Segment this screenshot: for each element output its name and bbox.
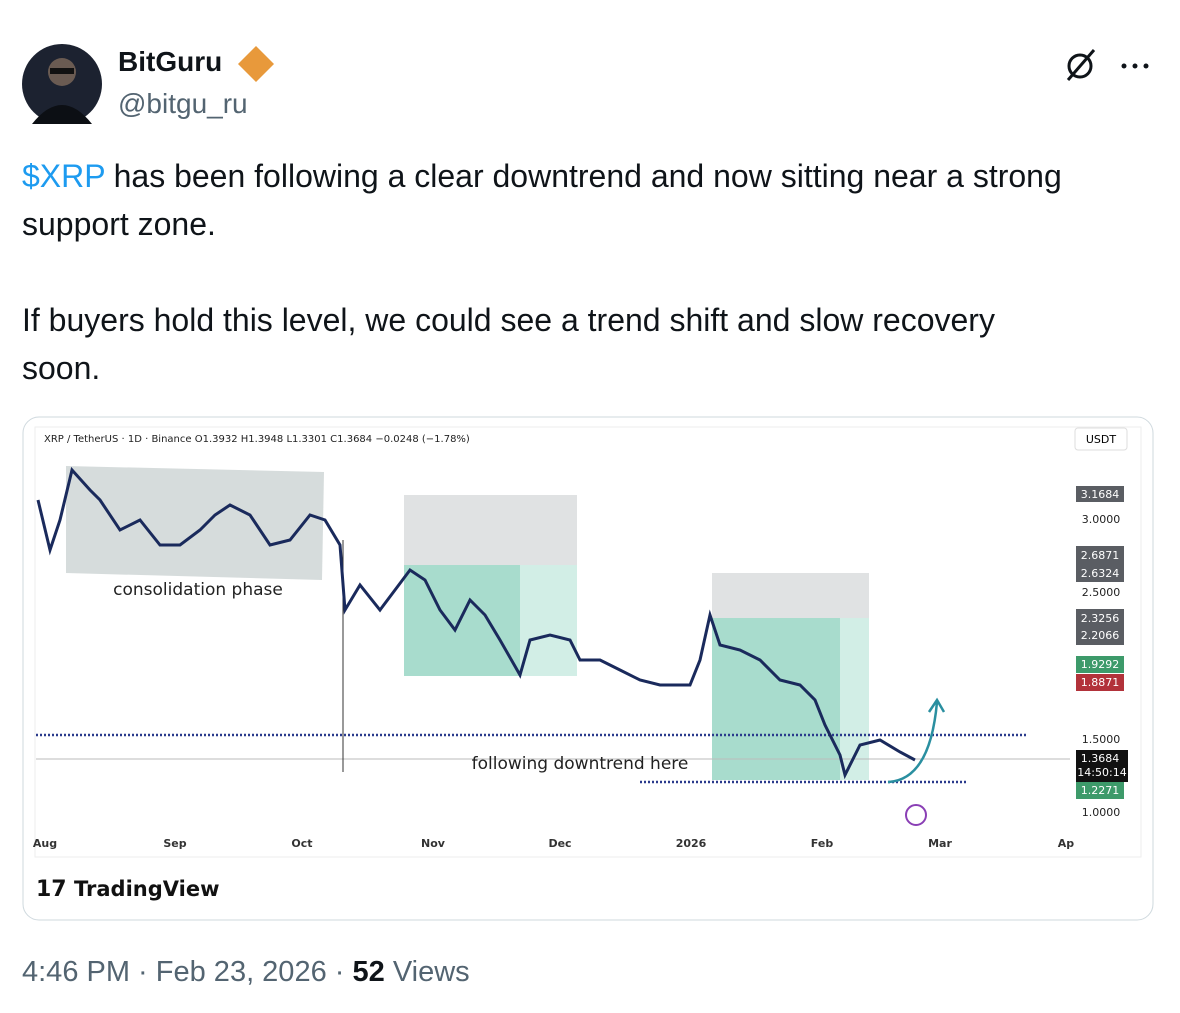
alert-icon	[905, 804, 927, 826]
price-label: 2.6324	[1081, 567, 1120, 580]
price-label: 3.0000	[1082, 513, 1121, 526]
countdown: 14:50:14	[1077, 766, 1126, 779]
zone-teal	[712, 618, 840, 780]
price-tag	[1076, 782, 1124, 799]
price-tag	[1076, 656, 1124, 673]
month-label: Dec	[548, 837, 571, 850]
cashtag[interactable]: $XRP	[22, 158, 106, 194]
price-label: 1.0000	[1082, 806, 1121, 819]
more-button[interactable]	[1121, 63, 1149, 69]
currency: USDT	[1086, 433, 1117, 446]
annotation: following downtrend here	[472, 754, 689, 774]
post-paragraph: $XRP has been following a clear downtrend…	[22, 152, 1082, 248]
price-label: 1.8871	[1081, 676, 1120, 689]
price-path	[36, 466, 916, 780]
month-label: Ap	[1058, 837, 1075, 850]
post-date[interactable]: Feb 23, 2026	[155, 956, 327, 988]
time-axis: Aug Sep Oct Nov Dec 2026 Feb Mar Ap	[33, 837, 1074, 850]
price-label: 2.2066	[1081, 629, 1120, 642]
author-handle[interactable]: @bitgu_ru	[118, 88, 248, 119]
price-tag	[1076, 609, 1124, 645]
month-label: Oct	[291, 837, 312, 850]
consolidation-box	[66, 466, 324, 580]
price-label: 3.1684	[1081, 488, 1120, 501]
month-label: Feb	[811, 837, 834, 850]
month-label: Mar	[928, 837, 952, 850]
price-label: 1.9292	[1081, 658, 1120, 671]
price-label: 1.3684	[1081, 752, 1120, 765]
price-tag	[1076, 750, 1128, 782]
price-label: 1.5000	[1082, 733, 1121, 746]
arrow	[887, 701, 939, 784]
brand-logo: 17	[36, 877, 67, 902]
post-meta: 4:46 PM · Feb 23, 2026 · 52 Views	[22, 956, 470, 988]
price-tag	[1076, 546, 1124, 582]
currency-box	[1074, 427, 1128, 451]
month-label: Nov	[421, 837, 446, 850]
post-text: If buyers hold this level, we could see …	[22, 302, 995, 386]
zone-gray	[712, 573, 869, 618]
price-tag	[1076, 674, 1124, 691]
price-label: 1.2271	[1081, 784, 1120, 797]
views-label: Views	[392, 956, 470, 988]
zone-gray	[404, 495, 577, 565]
chart-header: XRP / TetherUS · 1D · Binance O1.3932 H1…	[44, 434, 470, 445]
price-label: 2.5000	[1082, 586, 1121, 599]
zone-teal-light	[520, 565, 577, 676]
annotation: consolidation phase	[113, 580, 283, 600]
price-tag	[1076, 486, 1124, 502]
avatar-jacket	[32, 105, 92, 124]
month-label: 2026	[676, 837, 707, 850]
post-time[interactable]: 4:46 PM	[22, 956, 130, 988]
view-count: 52	[352, 956, 385, 988]
month-label: Sep	[163, 837, 186, 850]
price-label: 2.3256	[1081, 612, 1120, 625]
month-label: Aug	[33, 837, 57, 850]
post-paragraph: If buyers hold this level, we could see …	[22, 296, 1082, 392]
grok-icon[interactable]	[1066, 49, 1096, 81]
price-scale: 3.1684 3.0000 2.6871 2.6324 2.5000 2.325…	[1076, 486, 1128, 819]
price-label: 2.6871	[1081, 549, 1120, 562]
brand: TradingView	[74, 877, 219, 901]
zone-teal	[404, 565, 520, 676]
avatar-glasses	[50, 68, 74, 74]
verified-badge	[238, 46, 274, 82]
post-text: has been following a clear downtrend and…	[22, 158, 1062, 242]
arrow-head	[927, 697, 946, 713]
author-name[interactable]: BitGuru	[118, 46, 223, 77]
